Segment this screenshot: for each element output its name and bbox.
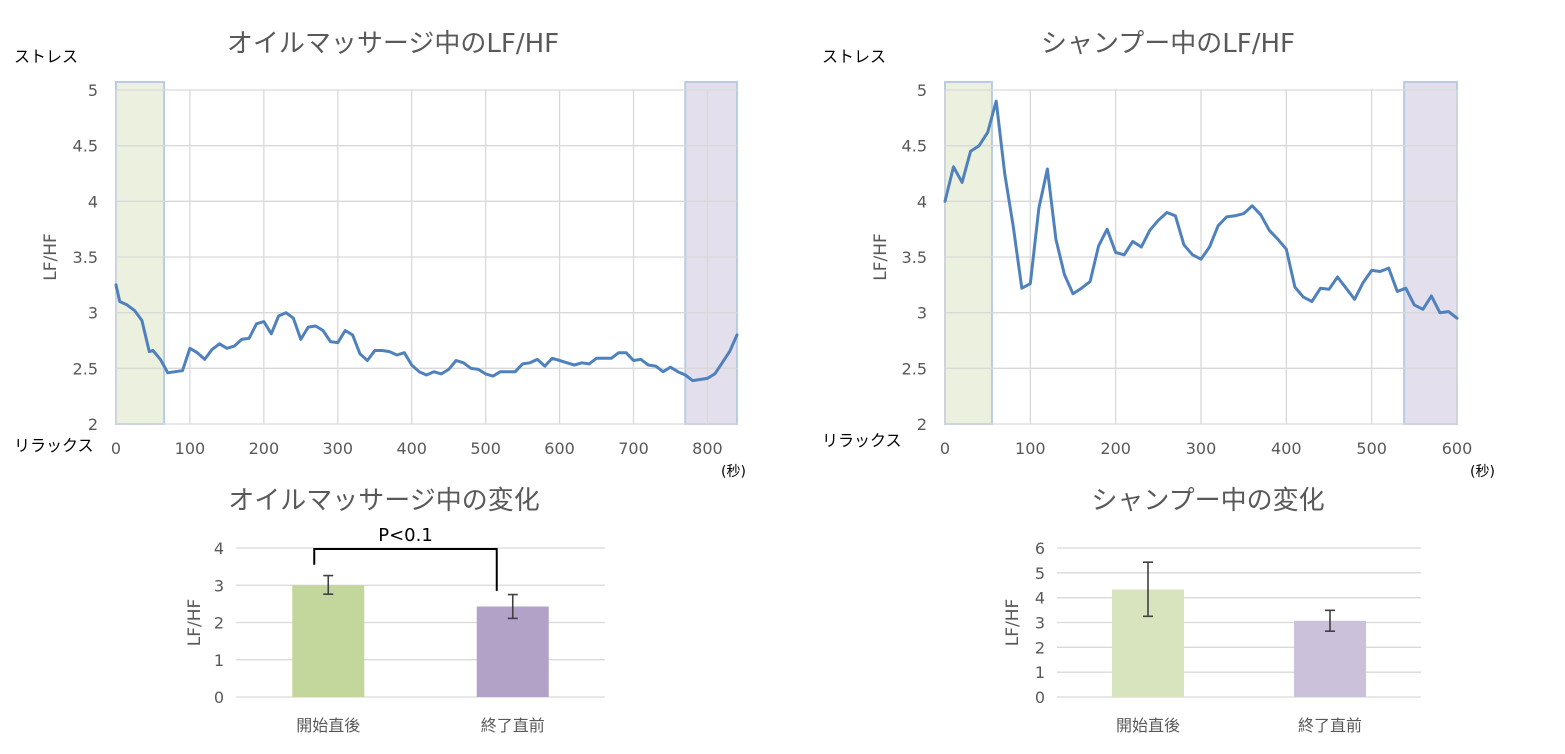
y-tick-label: 2 — [214, 614, 224, 633]
y-axis-label: LF/HF — [1003, 599, 1023, 647]
x-tick-label: 400 — [396, 439, 427, 458]
x-tick-label: 300 — [1186, 439, 1217, 458]
chart-title: オイルマッサージ中の変化 — [228, 486, 539, 516]
y-tick-label: 4.5 — [902, 137, 927, 156]
y-tick-label: 3.5 — [902, 248, 927, 267]
y-tick-label: 0 — [1035, 688, 1045, 707]
y-tick-label: 2 — [88, 415, 98, 434]
x-unit-label: (秒) — [1470, 464, 1495, 480]
bar — [1294, 620, 1366, 697]
x-category-label: 開始直後 — [1116, 716, 1180, 735]
y-axis-label: LF/HF — [185, 599, 205, 647]
x-tick-label: 500 — [1356, 439, 1387, 458]
x-tick-label: 200 — [249, 439, 280, 458]
y-tick-label: 3 — [88, 304, 98, 323]
y-axis-label: LF/HF — [871, 233, 891, 281]
y-tick-label: 4 — [1035, 589, 1045, 608]
lfhf-series-line — [114, 283, 739, 383]
x-tick-label: 400 — [1271, 439, 1302, 458]
y-tick-label: 2.5 — [73, 359, 98, 378]
x-category-label: 終了直前 — [481, 716, 545, 735]
relax-label: リラックス — [822, 431, 902, 450]
y-tick-label: 3 — [1035, 614, 1045, 633]
significance-label: P<0.1 — [378, 525, 433, 546]
bar — [292, 585, 365, 697]
x-tick-label: 100 — [1015, 439, 1046, 458]
bar-chart-2: 0 1 2 3 4 5 6 開始直後 終了直前 シャンプー中の変化 LF/HF — [1003, 486, 1421, 735]
x-tick-label: 100 — [175, 439, 206, 458]
x-unit-label: (秒) — [721, 464, 746, 480]
x-tick-label: 700 — [618, 439, 649, 458]
y-tick-label: 6 — [1035, 539, 1045, 558]
y-tick-label: 1 — [214, 651, 224, 670]
y-tick-label: 2.5 — [902, 359, 927, 378]
start-period-highlight — [115, 81, 166, 425]
y-tick-label: 4 — [88, 192, 98, 211]
x-tick-label: 600 — [544, 439, 575, 458]
x-category-label: 開始直後 — [296, 716, 360, 735]
end-period-highlight — [684, 81, 738, 425]
x-tick-label: 800 — [692, 439, 723, 458]
y-axis-label: LF/HF — [41, 233, 61, 281]
line-chart-2: 2 2.5 3 3.5 4 4.5 5 0 100 200 300 400 500 600 シャンプー中のL… — [822, 29, 1495, 480]
stress-label: ストレス — [822, 47, 886, 66]
x-tick-label: 600 — [1442, 439, 1473, 458]
y-tick-label: 5 — [88, 81, 98, 100]
x-tick-label: 200 — [1100, 439, 1131, 458]
y-tick-label: 3.5 — [73, 248, 98, 267]
x-tick-label: 0 — [111, 439, 121, 458]
bar — [476, 606, 549, 697]
chart-title: シャンプー中の変化 — [1091, 486, 1324, 516]
x-tick-label: 500 — [470, 439, 501, 458]
x-category-label: 終了直前 — [1298, 716, 1362, 735]
chart-title: オイルマッサージ中のLF/HF — [227, 29, 559, 59]
start-period-highlight — [944, 81, 993, 425]
end-period-highlight — [1403, 81, 1459, 425]
bar-chart-1: 0 1 2 3 4 開始直後 終了直前 P<0.1 オイルマッサージ中の変化 LF/HF — [185, 486, 605, 735]
y-tick-label: 3 — [917, 304, 927, 323]
y-tick-label: 3 — [214, 576, 224, 595]
lfhf-series-line — [943, 99, 1459, 320]
y-tick-label: 5 — [917, 81, 927, 100]
x-tick-label: 0 — [940, 439, 950, 458]
significance-bracket — [313, 548, 498, 591]
chart-title: シャンプー中のLF/HF — [1041, 29, 1295, 59]
y-tick-label: 4 — [214, 539, 224, 558]
line-chart-1: 2 2.5 3 3.5 4 4.5 5 0 100 200 300 400 500 600 700 800 オイ… — [14, 29, 746, 480]
x-tick-label: 300 — [323, 439, 354, 458]
y-tick-label: 2 — [1035, 638, 1045, 657]
y-tick-label: 4 — [917, 192, 927, 211]
y-tick-label: 5 — [1035, 564, 1045, 583]
y-tick-label: 0 — [214, 688, 224, 707]
relax-label: リラックス — [14, 436, 94, 455]
y-tick-label: 4.5 — [73, 137, 98, 156]
y-tick-label: 1 — [1035, 663, 1045, 682]
stress-label: ストレス — [14, 47, 78, 66]
y-tick-label: 2 — [917, 415, 927, 434]
